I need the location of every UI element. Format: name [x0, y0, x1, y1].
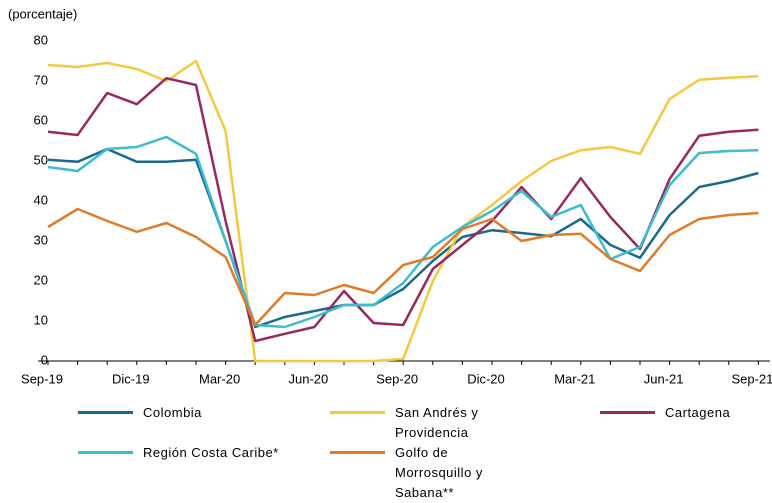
legend-swatch: [330, 451, 385, 454]
legend-label: Región Costa Caribe*: [143, 445, 279, 460]
x-tick-label: Dic-20: [467, 371, 505, 386]
y-tick-label: 80: [34, 32, 48, 47]
legend-swatch: [78, 411, 133, 414]
legend-swatch: [78, 451, 133, 454]
legend-label: San Andrés y Providencia: [395, 405, 479, 440]
y-tick-label: 50: [34, 152, 48, 167]
y-tick-label: 0: [41, 352, 48, 367]
legend-label: Golfo de Morrosquillo y Sabana**: [395, 445, 483, 500]
x-tick-label: Sep-20: [376, 371, 418, 386]
x-tick-label: Sep-21: [731, 371, 772, 386]
legend-item: Colombia: [78, 403, 293, 423]
x-tick-label: Mar-20: [199, 371, 240, 386]
x-tick-label: Mar-21: [554, 371, 595, 386]
series-line: [47, 147, 759, 329]
legend-swatch: [330, 411, 385, 414]
legend-item: Golfo de Morrosquillo y Sabana**: [330, 443, 513, 503]
y-tick-label: 20: [34, 272, 48, 287]
x-tick-label: Jun-21: [644, 371, 684, 386]
legend-item: San Andrés y Providencia: [330, 403, 513, 443]
y-tick-label: 30: [34, 232, 48, 247]
y-tick-label: 60: [34, 112, 48, 127]
series-line: [47, 76, 759, 343]
x-tick-label: Jun-20: [289, 371, 329, 386]
series-line: [47, 135, 759, 329]
x-tick-label: Sep-19: [21, 371, 63, 386]
page: (porcentaje) 0 10 20 30 40 50 60 70 80 Sep-19 Dic-…: [8, 6, 772, 500]
legend-item: Región Costa Caribe*: [78, 443, 293, 463]
y-tick-label: 10: [34, 312, 48, 327]
legend-label: Colombia: [143, 405, 202, 420]
series-line: [47, 207, 759, 327]
y-tick-label: 70: [34, 72, 48, 87]
y-tick-label: 40: [34, 192, 48, 207]
series-line: [47, 59, 759, 363]
y-axis-label: (porcentaje): [8, 6, 77, 21]
chart: (porcentaje) 0 10 20 30 40 50 60 70 80 Sep-19 Dic-…: [8, 6, 772, 386]
legend-item: Cartagena: [600, 403, 772, 423]
legend-label: Cartagena: [665, 405, 731, 420]
legend-swatch: [600, 411, 655, 414]
x-tick-label: Dic-19: [112, 371, 150, 386]
